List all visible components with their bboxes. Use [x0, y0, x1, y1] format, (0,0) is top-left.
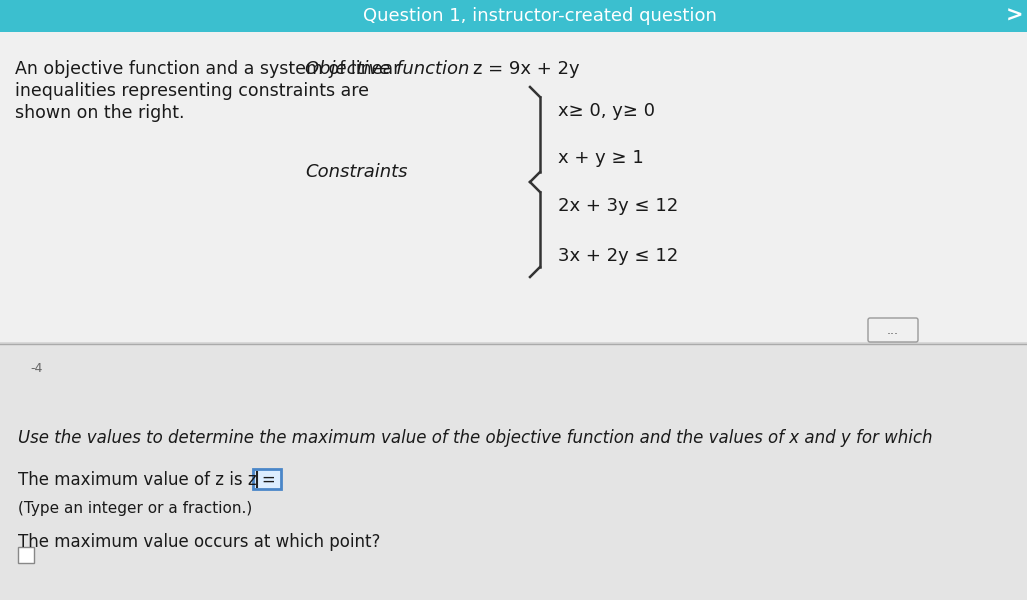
- Bar: [18, 547, 34, 563]
- Text: x≥ 0, y≥ 0: x≥ 0, y≥ 0: [558, 102, 655, 120]
- Text: 2x + 3y ≤ 12: 2x + 3y ≤ 12: [558, 197, 678, 215]
- Bar: [0, 0, 1027, 32]
- Text: x + y ≥ 1: x + y ≥ 1: [558, 149, 644, 167]
- Text: The maximum value occurs at which point?: The maximum value occurs at which point?: [18, 533, 380, 551]
- Text: >: >: [1006, 6, 1024, 26]
- Bar: [0, 32, 1027, 342]
- Text: Constraints: Constraints: [305, 163, 408, 181]
- FancyBboxPatch shape: [868, 318, 918, 342]
- Text: The maximum value of z is z =: The maximum value of z is z =: [18, 471, 276, 489]
- Text: 3x + 2y ≤ 12: 3x + 2y ≤ 12: [558, 247, 678, 265]
- Text: -4: -4: [30, 362, 42, 375]
- Text: Question 1, instructor-created question: Question 1, instructor-created question: [364, 7, 717, 25]
- Text: shown on the right.: shown on the right.: [15, 104, 185, 122]
- Text: Objective function: Objective function: [305, 60, 469, 78]
- Bar: [253, 469, 281, 489]
- Text: inequalities representing constraints are: inequalities representing constraints ar…: [15, 82, 369, 100]
- Text: An objective function and a system of linear: An objective function and a system of li…: [15, 60, 401, 78]
- Text: (Type an integer or a fraction.): (Type an integer or a fraction.): [18, 501, 253, 516]
- Text: Use the values to determine the maximum value of the objective function and the : Use the values to determine the maximum …: [18, 429, 933, 447]
- Text: ...: ...: [887, 323, 899, 337]
- Text: z = 9x + 2y: z = 9x + 2y: [473, 60, 579, 78]
- Bar: [0, 344, 1027, 600]
